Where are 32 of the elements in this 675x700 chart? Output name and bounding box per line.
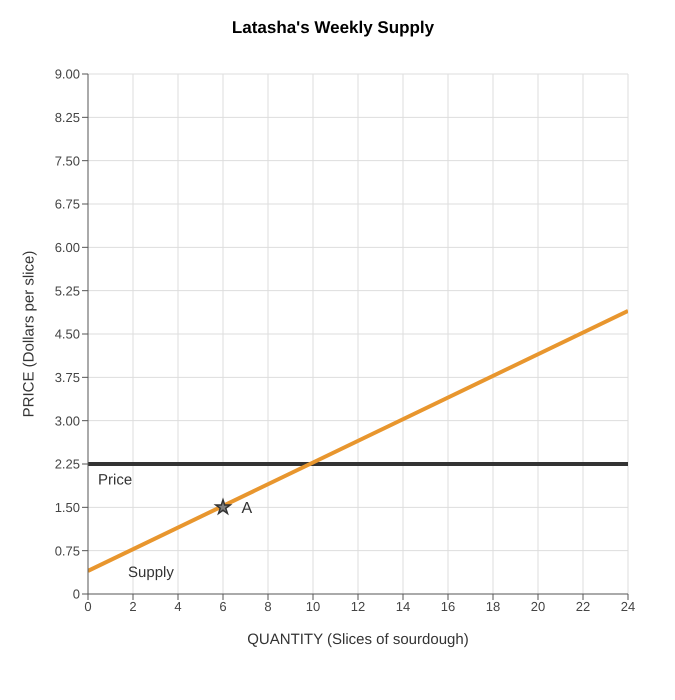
y-tick-label: 8.25 (54, 110, 80, 125)
x-tick-label: 6 (219, 599, 227, 614)
y-tick-label: 9.00 (54, 66, 80, 82)
y-tick-label: 3.00 (54, 413, 80, 428)
chart-title: Latasha's Weekly Supply (230, 17, 436, 39)
ref-line-label: Price (98, 472, 132, 489)
x-tick-label: 4 (174, 599, 182, 614)
x-tick-label: 0 (84, 599, 92, 614)
y-tick-label: 6.75 (54, 196, 80, 212)
y-tick-label: 1.50 (54, 500, 80, 515)
x-tick-label: 10 (306, 599, 320, 614)
x-tick-label: 24 (620, 599, 636, 614)
y-tick-label: 5.25 (54, 283, 80, 298)
x-tick-label: 22 (576, 599, 590, 614)
x-tick-label: 18 (486, 599, 500, 614)
x-tick-label: 16 (440, 599, 456, 614)
x-tick-label: 8 (264, 599, 272, 614)
y-tick-label: 3.75 (54, 370, 80, 385)
x-tick-label: 12 (350, 599, 366, 614)
y-axis-title: PRICE (Dollars per slice) (20, 250, 38, 418)
series-label: A (242, 500, 253, 518)
y-tick-label: 7.50 (54, 153, 80, 168)
y-tick-label: 2.25 (54, 456, 80, 472)
y-tick-label: 4.50 (54, 326, 80, 342)
y-tick-label: 6.00 (54, 240, 80, 255)
x-tick-label: 2 (129, 599, 137, 614)
x-axis-title: QUANTITY (Slices of sourdough) (247, 631, 469, 648)
x-tick-label: 14 (396, 599, 410, 614)
y-tick-label: 0.75 (54, 543, 80, 558)
series-label: Supply (128, 564, 174, 581)
y-tick-label: 0 (72, 586, 80, 602)
x-tick-label: 20 (530, 599, 546, 614)
